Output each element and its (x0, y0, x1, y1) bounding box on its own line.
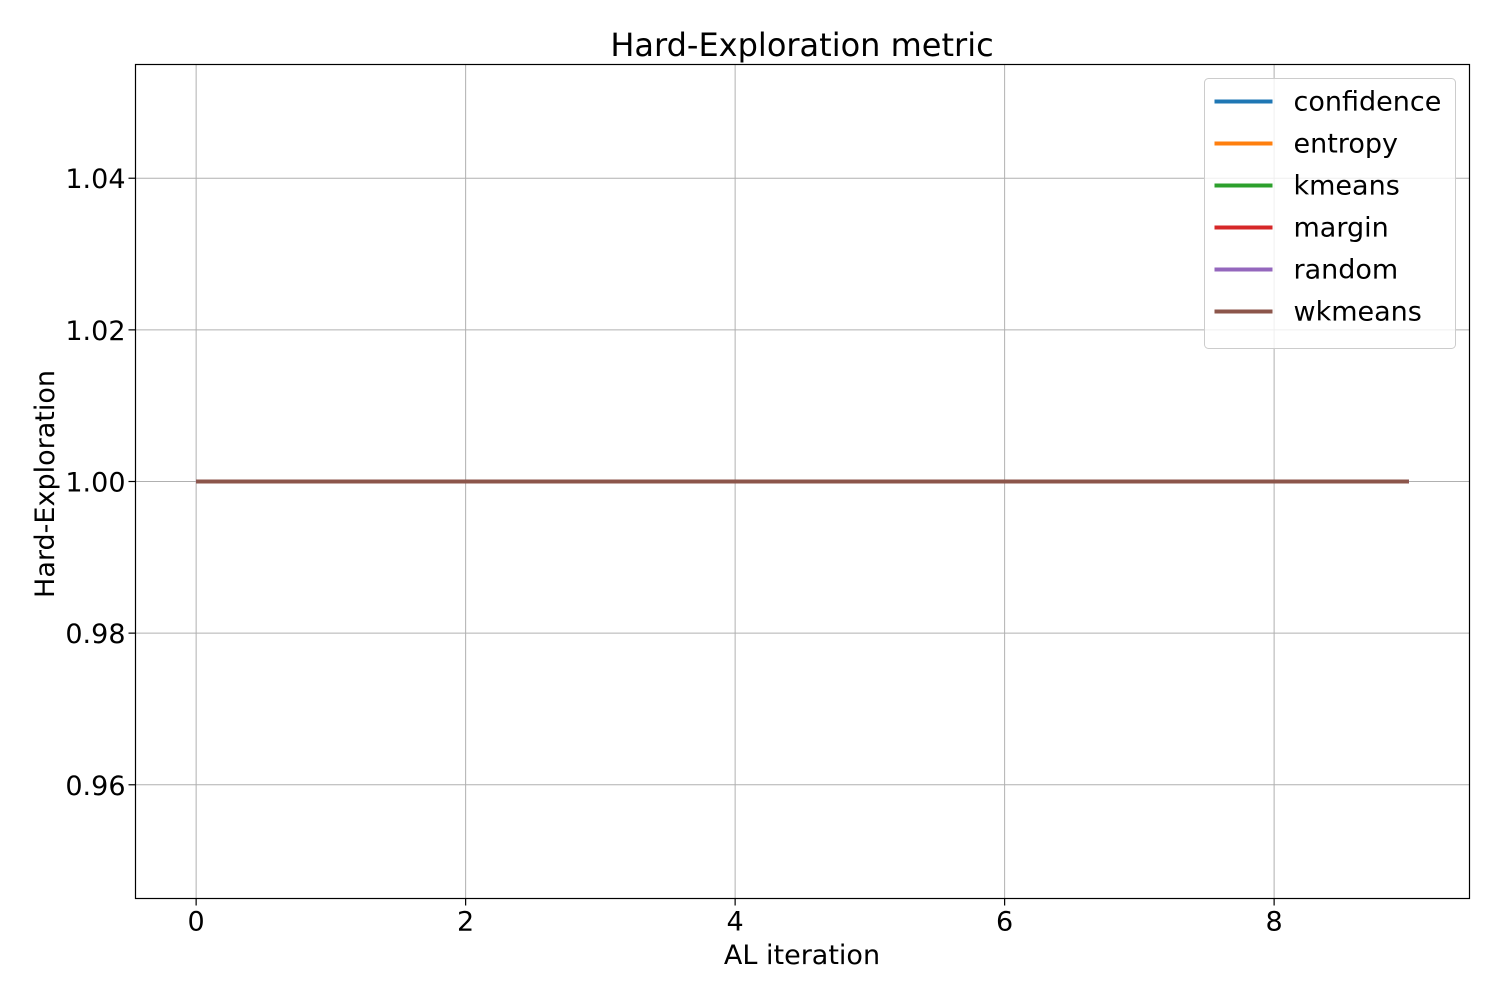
legend-label-confidence: confidence (1294, 87, 1442, 118)
x-tick-label: 4 (727, 907, 744, 938)
legend-label-kmeans: kmeans (1294, 171, 1400, 202)
legend-box (1204, 78, 1456, 349)
axis-ticks: 0 2 4 6 8 0.96 0.98 1.00 1.02 1.04 (65, 164, 1282, 937)
y-tick-label: 1.04 (65, 164, 125, 195)
x-tick-label: 0 (188, 907, 205, 938)
y-tick-label: 0.98 (65, 619, 125, 650)
legend-label-random: random (1294, 255, 1399, 286)
legend-label-wkmeans: wkmeans (1294, 297, 1422, 328)
x-tick-label: 6 (996, 907, 1013, 938)
y-tick-label: 1.02 (65, 316, 125, 347)
x-tick-label: 8 (1266, 907, 1283, 938)
x-tick-label: 2 (457, 907, 474, 938)
y-axis-label: Hard-Exploration (30, 370, 61, 598)
x-axis-label: AL iteration (724, 940, 880, 971)
y-tick-label: 1.00 (65, 468, 125, 499)
legend-label-entropy: entropy (1294, 129, 1398, 160)
y-tick-label: 0.96 (65, 771, 125, 802)
legend: confidence entropy kmeans margin random wkmea… (1204, 78, 1456, 349)
legend-label-margin: margin (1294, 213, 1389, 244)
chart-title: Hard-Exploration metric (610, 26, 993, 64)
